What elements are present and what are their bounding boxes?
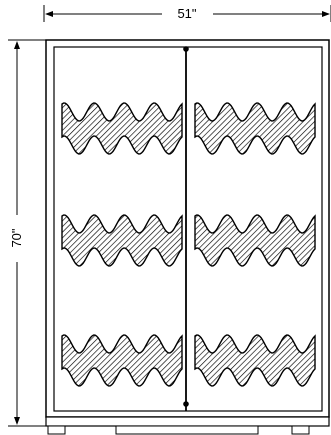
wave-shelf-row3-right bbox=[194, 334, 316, 387]
wave-shelf-row1-right bbox=[194, 102, 316, 155]
height-arrowhead-top bbox=[14, 41, 20, 49]
cabinet-inner-frame bbox=[53, 46, 323, 412]
wave-shelf-row3-left bbox=[61, 334, 183, 387]
hinge-top bbox=[183, 46, 189, 52]
width-arrowhead-right bbox=[322, 11, 330, 17]
cabinet-base bbox=[45, 416, 330, 427]
width-label: 51" bbox=[177, 6, 196, 21]
wave-shelf-row2-right bbox=[194, 214, 316, 267]
hinge-bottom bbox=[183, 401, 189, 407]
foot-right bbox=[291, 425, 310, 435]
height-label: 70" bbox=[9, 228, 24, 247]
wave-shelves bbox=[61, 102, 316, 387]
wave-shelf-row1-left bbox=[61, 102, 183, 155]
width-dimension: 51" bbox=[43, 5, 331, 22]
height-arrowhead-bottom bbox=[14, 417, 20, 425]
height-dimension: 70" bbox=[8, 39, 46, 427]
foot-center bbox=[115, 425, 259, 435]
width-arrowhead-left bbox=[45, 11, 53, 17]
wave-shelf-row2-left bbox=[61, 214, 183, 267]
foot-left bbox=[47, 425, 66, 435]
